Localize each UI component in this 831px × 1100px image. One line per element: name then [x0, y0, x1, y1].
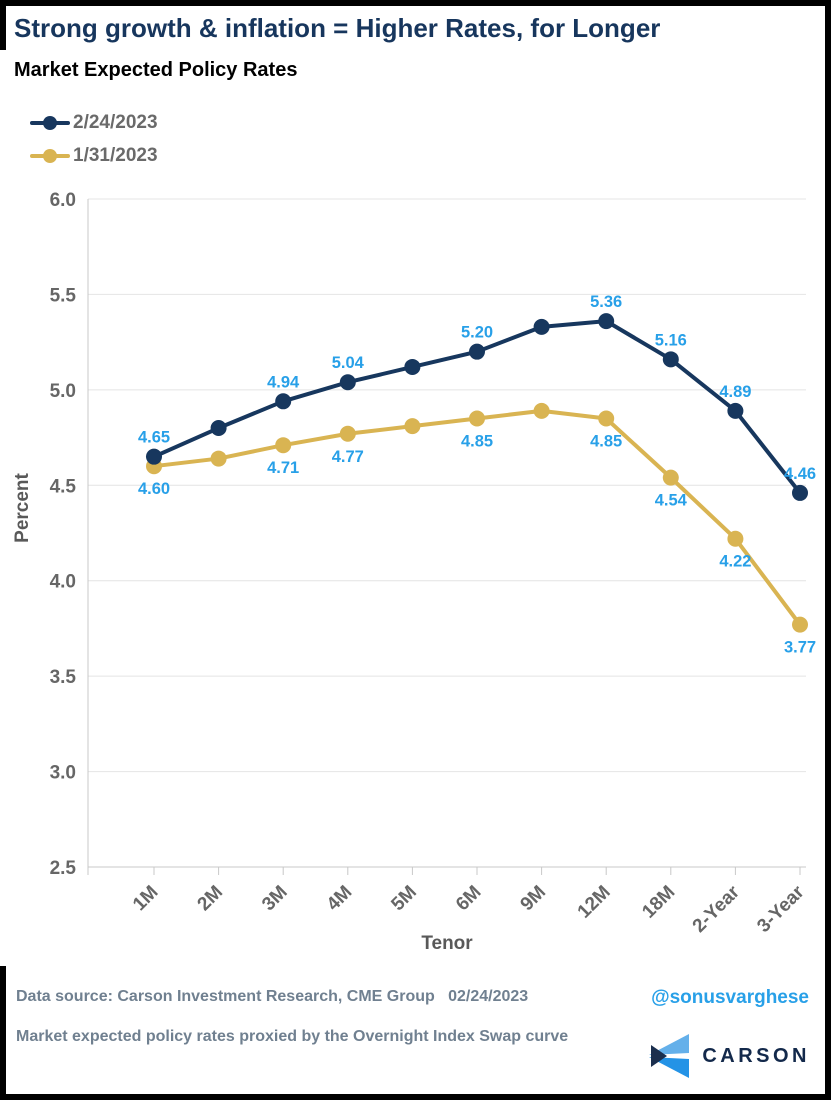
chart-subtitle: Market Expected Policy Rates	[14, 59, 298, 81]
frame-border-right	[825, 0, 831, 1100]
legend-item-feb: 2/24/2023	[30, 112, 158, 134]
data-label: 4.71	[267, 459, 299, 477]
frame-border-left-gap	[0, 50, 6, 966]
x-tick-label: 4M	[323, 882, 357, 916]
legend-label-feb: 2/24/2023	[73, 112, 158, 133]
data-label: 4.85	[461, 432, 493, 450]
x-tick-label: 3M	[258, 882, 292, 916]
data-point-2/24/2023	[146, 448, 162, 465]
data-label: 4.77	[332, 448, 364, 466]
carson-logo: CARSON	[649, 1034, 810, 1078]
chart-legend: 2/24/2023 1/31/2023	[30, 112, 158, 178]
page-title: Strong growth & inflation = Higher Rates…	[14, 13, 661, 43]
y-tick-label: 5.5	[50, 285, 77, 306]
carson-logo-text: CARSON	[702, 1044, 810, 1067]
carson-chevron-icon	[649, 1034, 690, 1078]
data-label: 4.85	[590, 432, 622, 450]
x-tick-label: 12M	[574, 882, 615, 923]
data-label: 4.60	[138, 480, 170, 498]
line-chart: 6.0 5.5 5.0 4.5 4.0 3.5 3.0 2.5 1M 2M 3M 4M 5M 6M 9M 12…	[0, 178, 831, 978]
x-tick-label: 2-Year	[689, 881, 745, 937]
data-point-1/31/2023	[598, 410, 615, 427]
x-axis-title: Tenor	[421, 933, 473, 954]
y-tick-label: 3.5	[50, 667, 77, 688]
frame-border-bottom	[0, 1094, 831, 1100]
data-point-2/24/2023	[792, 484, 808, 501]
data-point-2/24/2023	[339, 374, 356, 391]
legend-label-jan: 1/31/2023	[73, 145, 158, 166]
data-point-1/31/2023	[533, 402, 550, 419]
x-tick-label: 3-Year	[753, 881, 809, 937]
data-label: 5.36	[590, 293, 622, 311]
x-tick-label: 6M	[452, 882, 486, 916]
data-point-1/31/2023	[727, 530, 744, 547]
data-label: 4.22	[719, 553, 751, 571]
data-label: 4.54	[655, 492, 688, 510]
data-point-2/24/2023	[727, 402, 744, 419]
data-label: 5.20	[461, 324, 493, 342]
legend-item-jan: 1/31/2023	[30, 145, 158, 167]
legend-marker-feb-icon	[30, 112, 70, 134]
x-tick-label: 1M	[129, 882, 163, 916]
data-label: 4.46	[784, 465, 816, 483]
data-label: 3.77	[784, 639, 816, 657]
methodology-note: Market expected policy rates proxied by …	[16, 1028, 569, 1045]
data-point-1/31/2023	[792, 616, 808, 633]
y-tick-label: 5.0	[50, 381, 76, 402]
data-point-2/24/2023	[598, 313, 615, 330]
twitter-handle: @sonusvarghese	[651, 987, 809, 1008]
data-point-1/31/2023	[469, 410, 485, 427]
data-point-2/24/2023	[275, 393, 292, 410]
y-tick-label: 2.5	[50, 858, 77, 879]
data-label: 4.65	[138, 429, 170, 447]
x-tick-label: 18M	[638, 882, 679, 923]
data-point-2/24/2023	[533, 318, 550, 335]
legend-marker-jan-icon	[30, 145, 70, 167]
policy-rates-chart: 6.0 5.5 5.0 4.5 4.0 3.5 3.0 2.5 1M 2M 3M 4M 5M 6M 9M 12…	[12, 190, 816, 954]
data-label: 4.89	[719, 383, 751, 401]
data-label: 5.04	[332, 354, 365, 372]
y-tick-label: 4.5	[50, 476, 77, 497]
y-axis-title: Percent	[12, 472, 33, 542]
y-tick-label: 6.0	[50, 190, 76, 211]
data-point-1/31/2023	[210, 450, 227, 467]
frame-border-top	[0, 0, 831, 6]
data-point-1/31/2023	[404, 418, 421, 435]
data-point-2/24/2023	[662, 351, 679, 368]
data-point-2/24/2023	[404, 358, 421, 375]
data-point-1/31/2023	[662, 469, 679, 486]
data-source-text: Data source: Carson Investment Research,…	[16, 988, 529, 1005]
data-point-2/24/2023	[469, 343, 485, 360]
data-point-1/31/2023	[275, 437, 292, 454]
x-tick-label: 5M	[387, 882, 421, 916]
y-tick-label: 3.0	[50, 763, 76, 784]
y-tick-label: 4.0	[50, 572, 76, 593]
data-label: 5.16	[655, 331, 687, 349]
data-label: 4.94	[267, 373, 300, 391]
x-tick-label: 2M	[194, 882, 228, 916]
data-point-2/24/2023	[210, 420, 227, 437]
data-point-1/31/2023	[339, 425, 356, 442]
x-tick-label: 9M	[517, 882, 551, 916]
